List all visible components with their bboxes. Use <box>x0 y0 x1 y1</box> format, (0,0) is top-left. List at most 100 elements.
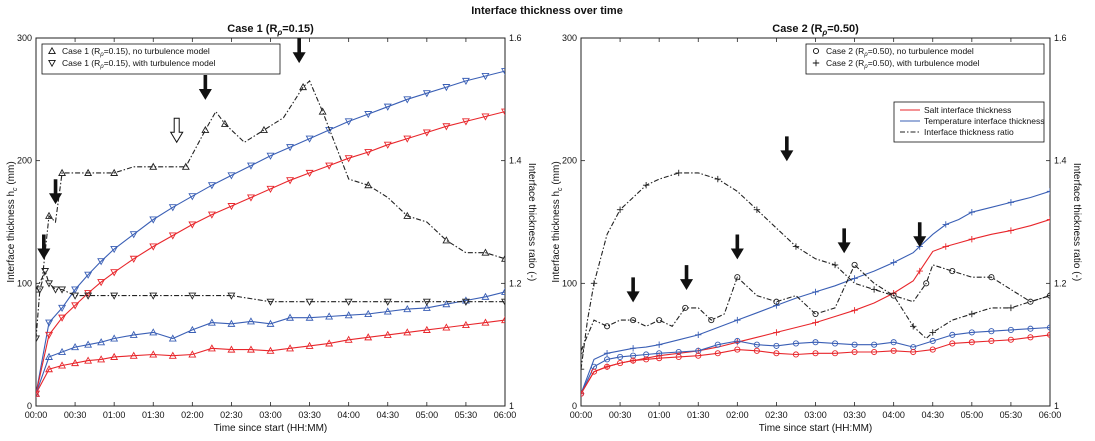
data-point <box>168 334 177 342</box>
data-point <box>461 296 470 304</box>
x-tick-label: 05:30 <box>1000 410 1023 420</box>
data-point <box>968 339 975 346</box>
data-point <box>325 339 334 347</box>
data-point <box>871 348 878 356</box>
data-point <box>617 353 624 360</box>
y-axis-label-main: Interface thickness h <box>6 191 17 283</box>
x-tick-label: 03:00 <box>804 410 827 420</box>
data-point <box>890 347 897 354</box>
data-point <box>364 149 373 157</box>
data-point <box>501 287 505 295</box>
data-point <box>734 274 741 281</box>
data-point <box>149 350 158 358</box>
legend-box <box>805 43 1045 75</box>
data-point <box>968 208 976 216</box>
data-point <box>734 337 741 345</box>
data-point <box>129 351 138 359</box>
x-tick-label: 06:00 <box>494 410 517 420</box>
data-point <box>714 175 721 183</box>
data-point <box>71 302 80 310</box>
data-point <box>643 356 650 363</box>
y2-tick-label: 1.6 <box>509 33 522 43</box>
legend-label-tail: =0.15), no turbulence model <box>104 46 210 56</box>
data-point <box>266 152 275 160</box>
legend-label-main: Case 2 (R <box>826 46 864 56</box>
data-point <box>149 243 158 251</box>
data-point <box>988 328 995 335</box>
chart-panel-left: Case 1 (Rρ=0.15)00:00 00:30 01:00 01:30 02:0… <box>6 23 537 434</box>
y-tick-label: 0 <box>27 401 32 411</box>
data-point <box>1007 199 1015 206</box>
legend-label-tail: =0.15), with turbulence model <box>104 58 216 68</box>
legend-box <box>41 43 281 75</box>
annotation-arrow <box>198 75 212 100</box>
x-tick-label: 01:00 <box>103 410 126 420</box>
data-point <box>501 316 505 324</box>
data-point <box>383 298 392 306</box>
annotation-arrow <box>730 234 744 260</box>
y2-tick-label: 1 <box>509 401 514 411</box>
data-point <box>851 275 858 282</box>
data-point <box>949 340 956 347</box>
x-tick-label: 00:00 <box>25 410 48 420</box>
data-point <box>812 319 819 326</box>
annotation-arrow <box>292 38 306 64</box>
data-point <box>97 258 106 266</box>
data-point <box>1007 326 1014 333</box>
data-point <box>682 304 689 311</box>
data-point <box>110 292 119 300</box>
legend-label: Case 1 (Rρ=0.15), no turbulence model <box>62 46 210 58</box>
y-axis-label-sub: c <box>557 187 564 191</box>
y-tick-label: 100 <box>562 278 577 288</box>
data-point <box>753 206 761 213</box>
x-tick-label: 00:00 <box>570 410 593 420</box>
annotation-arrow <box>837 228 851 254</box>
series-line-2 <box>581 326 1050 394</box>
legend-label: Case 2 (Rρ=0.50), no turbulence model <box>826 46 974 58</box>
data-point <box>773 342 780 349</box>
data-point <box>149 162 158 170</box>
data-point <box>603 350 611 357</box>
data-point <box>344 298 353 306</box>
data-point <box>501 108 505 116</box>
data-point <box>773 298 780 305</box>
data-point <box>149 292 158 300</box>
series-line-3 <box>36 319 505 394</box>
data-point <box>581 390 585 397</box>
y2-tick-label: 1.2 <box>509 278 522 288</box>
legend-label: Case 2 (Rρ=0.50), with turbulence model <box>826 58 980 70</box>
series-line-3 <box>581 334 1050 394</box>
annotation-arrow <box>169 117 184 144</box>
data-point <box>403 304 412 313</box>
data-point <box>403 328 412 336</box>
data-point <box>1046 216 1050 223</box>
data-point <box>461 118 470 126</box>
data-point <box>403 135 412 143</box>
annotation-arrow <box>49 179 63 205</box>
data-point <box>260 125 268 134</box>
data-point <box>266 298 275 306</box>
data-point <box>708 317 715 324</box>
data-point <box>812 350 819 357</box>
panel-title: Case 2 (Rρ=0.50) <box>772 23 859 37</box>
data-point <box>45 331 53 339</box>
data-point <box>581 347 585 354</box>
data-point <box>207 318 216 326</box>
x-tick-label: 02:00 <box>181 410 204 420</box>
data-point <box>246 317 255 325</box>
data-point <box>266 185 275 194</box>
data-point <box>812 339 819 346</box>
legend-label-main: Case 2 (R <box>826 58 864 68</box>
panel-title-sub: ρ <box>821 28 827 37</box>
annotation-arrow <box>913 222 927 248</box>
data-point <box>36 389 40 397</box>
data-point <box>129 330 138 338</box>
panel-title-tail: =0.15) <box>282 23 314 35</box>
legend-label-sub: ρ <box>863 52 868 58</box>
data-point <box>305 341 314 349</box>
data-point <box>188 221 197 229</box>
data-point <box>58 286 67 294</box>
legend-marker <box>48 46 56 55</box>
data-point <box>916 267 923 275</box>
